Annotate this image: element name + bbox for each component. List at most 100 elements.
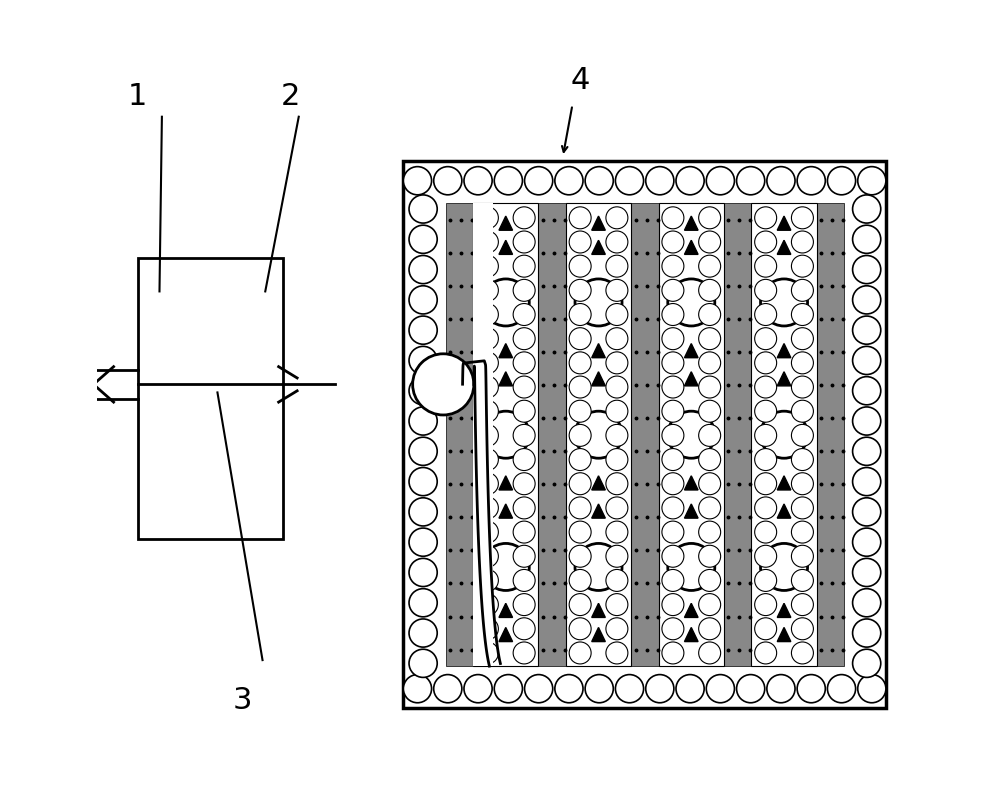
Polygon shape bbox=[499, 627, 513, 642]
Circle shape bbox=[569, 497, 591, 519]
Circle shape bbox=[662, 424, 684, 446]
Circle shape bbox=[662, 593, 684, 616]
Polygon shape bbox=[592, 240, 605, 254]
Circle shape bbox=[606, 400, 628, 422]
Circle shape bbox=[494, 167, 522, 195]
Polygon shape bbox=[684, 603, 698, 617]
Circle shape bbox=[403, 675, 432, 703]
Circle shape bbox=[569, 255, 591, 277]
Polygon shape bbox=[499, 344, 513, 357]
Circle shape bbox=[767, 167, 795, 195]
Circle shape bbox=[575, 543, 622, 590]
Circle shape bbox=[525, 675, 553, 703]
Circle shape bbox=[606, 231, 628, 253]
Circle shape bbox=[853, 528, 881, 556]
Circle shape bbox=[699, 303, 721, 325]
Bar bbox=[751, 203, 817, 667]
Circle shape bbox=[434, 675, 462, 703]
Circle shape bbox=[791, 473, 813, 495]
Circle shape bbox=[413, 354, 474, 415]
Circle shape bbox=[755, 231, 777, 253]
Circle shape bbox=[662, 521, 684, 543]
Circle shape bbox=[409, 468, 437, 496]
Circle shape bbox=[409, 588, 437, 617]
Circle shape bbox=[569, 545, 591, 568]
Circle shape bbox=[569, 231, 591, 253]
Circle shape bbox=[476, 448, 498, 471]
Circle shape bbox=[434, 167, 462, 195]
Circle shape bbox=[585, 167, 613, 195]
Circle shape bbox=[606, 303, 628, 325]
Circle shape bbox=[853, 286, 881, 314]
Circle shape bbox=[569, 400, 591, 422]
Circle shape bbox=[853, 649, 881, 678]
Circle shape bbox=[606, 328, 628, 349]
Circle shape bbox=[482, 411, 529, 458]
Circle shape bbox=[755, 279, 777, 301]
Circle shape bbox=[569, 569, 591, 592]
Circle shape bbox=[755, 545, 777, 568]
Circle shape bbox=[646, 675, 674, 703]
Circle shape bbox=[791, 424, 813, 446]
Circle shape bbox=[755, 569, 777, 592]
Circle shape bbox=[662, 545, 684, 568]
Polygon shape bbox=[499, 216, 513, 230]
Polygon shape bbox=[777, 627, 791, 642]
Bar bbox=[724, 203, 751, 667]
Circle shape bbox=[668, 279, 715, 326]
Circle shape bbox=[476, 424, 498, 446]
Circle shape bbox=[699, 642, 721, 664]
Circle shape bbox=[555, 675, 583, 703]
Circle shape bbox=[858, 167, 886, 195]
Circle shape bbox=[409, 497, 437, 526]
Circle shape bbox=[606, 569, 628, 592]
Circle shape bbox=[755, 497, 777, 519]
Circle shape bbox=[699, 473, 721, 495]
Polygon shape bbox=[499, 603, 513, 617]
Circle shape bbox=[513, 617, 535, 640]
Circle shape bbox=[797, 675, 825, 703]
Circle shape bbox=[853, 619, 881, 647]
Polygon shape bbox=[684, 627, 698, 642]
Circle shape bbox=[791, 376, 813, 398]
Bar bbox=[659, 203, 724, 667]
Circle shape bbox=[569, 376, 591, 398]
Circle shape bbox=[513, 352, 535, 374]
Circle shape bbox=[853, 407, 881, 435]
Circle shape bbox=[525, 167, 553, 195]
Bar bbox=[138, 258, 283, 539]
Polygon shape bbox=[592, 603, 605, 617]
Circle shape bbox=[668, 543, 715, 590]
Circle shape bbox=[494, 675, 522, 703]
Circle shape bbox=[853, 559, 881, 587]
Polygon shape bbox=[592, 504, 605, 518]
Polygon shape bbox=[777, 240, 791, 254]
Bar bbox=[473, 203, 538, 667]
Circle shape bbox=[755, 617, 777, 640]
Circle shape bbox=[409, 346, 437, 374]
Circle shape bbox=[699, 279, 721, 301]
Circle shape bbox=[755, 400, 777, 422]
Circle shape bbox=[585, 675, 613, 703]
Circle shape bbox=[513, 473, 535, 495]
Circle shape bbox=[606, 545, 628, 568]
Circle shape bbox=[662, 255, 684, 277]
Circle shape bbox=[676, 675, 704, 703]
Circle shape bbox=[699, 231, 721, 253]
Circle shape bbox=[791, 521, 813, 543]
Bar bbox=[446, 203, 473, 667]
Circle shape bbox=[706, 167, 734, 195]
Circle shape bbox=[699, 207, 721, 229]
Circle shape bbox=[853, 377, 881, 405]
Circle shape bbox=[569, 279, 591, 301]
Circle shape bbox=[853, 316, 881, 345]
Circle shape bbox=[699, 497, 721, 519]
Circle shape bbox=[853, 255, 881, 283]
Circle shape bbox=[791, 400, 813, 422]
Polygon shape bbox=[777, 372, 791, 386]
Circle shape bbox=[662, 352, 684, 374]
Circle shape bbox=[482, 279, 529, 326]
Circle shape bbox=[513, 255, 535, 277]
Circle shape bbox=[797, 167, 825, 195]
Circle shape bbox=[569, 303, 591, 325]
